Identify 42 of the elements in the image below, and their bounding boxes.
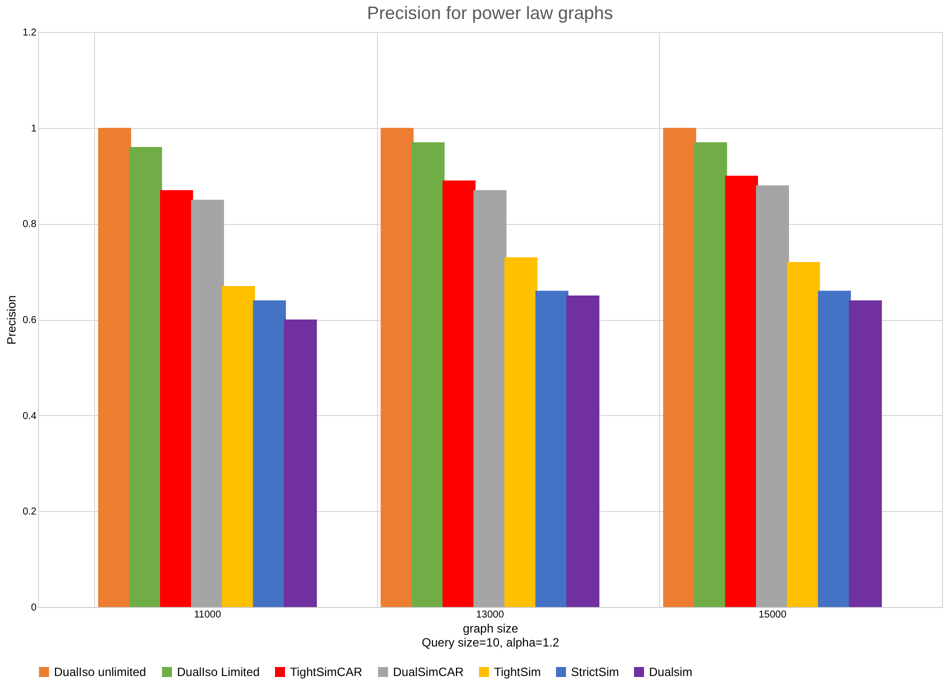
bar: [222, 286, 255, 607]
bar: [504, 257, 538, 607]
y-tick-label: 0.4: [22, 410, 37, 422]
legend-label: TightSimCAR: [290, 665, 363, 679]
x-tick-label: 11000: [194, 610, 222, 620]
bar: [725, 176, 758, 607]
bar: [566, 296, 600, 607]
bar: [380, 128, 414, 607]
bar: [663, 128, 696, 607]
bar: [284, 320, 317, 607]
bar: [129, 147, 162, 607]
bar: [191, 200, 224, 607]
bar: [474, 190, 506, 607]
chart-title: Precision for power law graphs: [366, 3, 614, 23]
legend-label: DualIso unlimited: [54, 665, 146, 679]
legend-label: DualSimCAR: [393, 665, 464, 679]
x-tick-label: 15000: [758, 610, 787, 620]
legend-label: DualIso Limited: [177, 665, 260, 679]
legend-label: Dualsim: [649, 665, 692, 679]
legend-label: StrictSim: [571, 665, 620, 679]
y-axis-title: Precision: [4, 295, 19, 345]
bar: [756, 185, 789, 607]
y-tick-label: 1.2: [22, 28, 37, 38]
legend-label: TightSim: [494, 665, 541, 679]
bar: [412, 142, 445, 607]
bar: [535, 290, 568, 607]
y-tick-label: 0.2: [22, 506, 37, 518]
bar: [160, 190, 194, 607]
x-axis-title: graph size: [462, 622, 519, 636]
y-tick-label: 0.8: [22, 219, 37, 230]
bar: [252, 300, 286, 607]
bar: [694, 142, 728, 607]
y-tick-label: 0: [30, 602, 37, 614]
bar: [442, 180, 476, 607]
bar: [98, 128, 132, 607]
text: Query size=10, alpha=1.2: [422, 636, 560, 650]
bar: [848, 300, 882, 607]
y-tick-label: 1: [30, 123, 37, 134]
x-tick-label: 13000: [476, 610, 504, 620]
bar: [786, 262, 820, 607]
y-tick-label: 0.6: [22, 315, 37, 326]
bar: [818, 290, 851, 607]
